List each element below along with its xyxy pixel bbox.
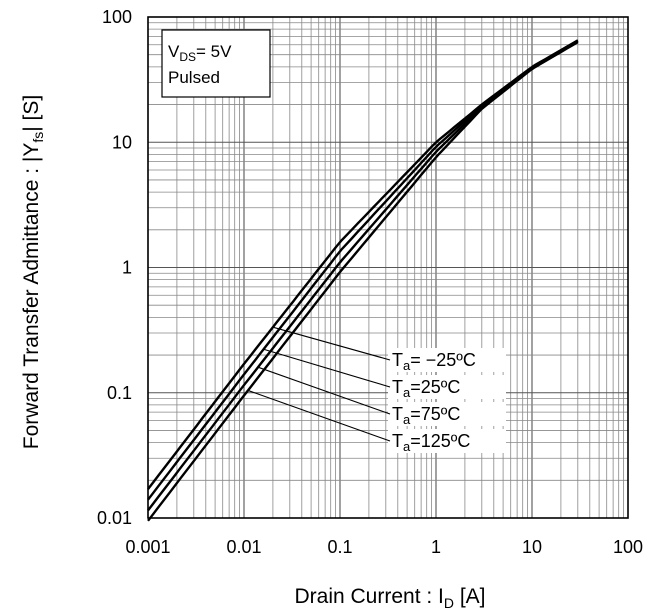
series-line-4 <box>147 41 579 522</box>
y-tick-label: 100 <box>102 7 132 27</box>
conditions-frame <box>161 29 271 98</box>
x-tick-label: 100 <box>613 537 643 557</box>
legend-leader-line <box>272 326 391 361</box>
legend-label-bg <box>388 402 506 426</box>
legend-leader-line <box>247 389 391 442</box>
legend-label-2: Ta=25ºC <box>392 377 460 400</box>
x-tick-label: 0.001 <box>125 537 170 557</box>
x-tick-label: 0.1 <box>327 537 352 557</box>
y-tick-label: 0.1 <box>107 383 132 403</box>
legend-leader-line <box>257 366 391 415</box>
series-line-3 <box>147 40 579 512</box>
legend-label-bg <box>388 375 506 399</box>
legend-leader-line <box>263 348 391 388</box>
y-axis-title: Forward Transfer Admittance : |Yfs| [S] <box>20 95 46 449</box>
conditions-line-2: Pulsed <box>168 68 220 87</box>
conditions-line-1: VDS= 5V <box>168 42 232 64</box>
conditions-box: VDS= 5V Pulsed <box>161 29 271 98</box>
y-tick-label: 1 <box>122 258 132 278</box>
y-tick-labels: 0.01 0.1 1 10 100 <box>97 7 132 528</box>
plot-frame <box>147 16 629 519</box>
legend-label-bg <box>388 348 506 372</box>
series-line-1 <box>147 39 579 490</box>
x-tick-label: 10 <box>522 537 542 557</box>
y-tick-label: 10 <box>112 132 132 152</box>
x-tick-labels: 0.001 0.01 0.1 1 10 100 <box>125 537 643 557</box>
x-tick-label: 0.01 <box>226 537 261 557</box>
x-axis-title: Drain Current : ID [A] <box>294 585 485 611</box>
legend-label-3: Ta=75ºC <box>392 404 460 427</box>
x-tick-label: 1 <box>431 537 441 557</box>
y-tick-label: 0.01 <box>97 508 132 528</box>
legend-label-4: Ta=125ºC <box>392 431 470 454</box>
legend-label-bg <box>388 429 506 453</box>
legend: Ta= −25ºC Ta=25ºC Ta=75ºC Ta=125ºC <box>247 326 506 454</box>
chart-curves <box>147 39 579 522</box>
legend-label-1: Ta= −25ºC <box>392 350 476 373</box>
